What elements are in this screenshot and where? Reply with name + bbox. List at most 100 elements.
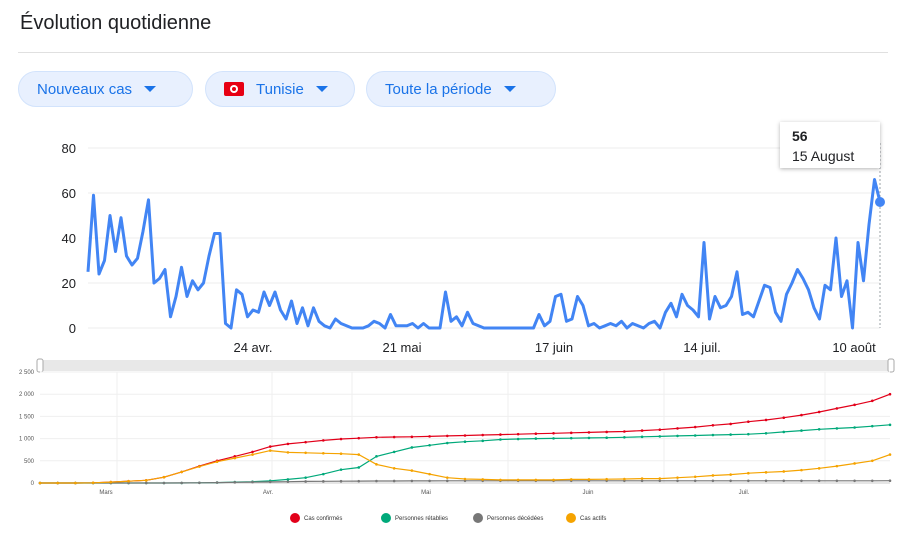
series-point <box>605 477 608 481</box>
series-point <box>268 480 272 484</box>
x-tick-label: Juil. <box>739 490 750 496</box>
series-point <box>375 435 378 439</box>
filter-period-label: Toute la période <box>385 80 492 98</box>
legend-label: Cas confirmés <box>304 516 342 522</box>
series-point <box>729 433 732 436</box>
series-point <box>764 418 768 422</box>
series-point <box>693 434 697 437</box>
filter-metric-dropdown[interactable]: Nouveaux cas <box>18 71 193 107</box>
x-tick-label: 17 juin <box>535 340 573 355</box>
series-point <box>286 451 290 454</box>
series-point <box>676 476 679 479</box>
series-point <box>463 477 467 481</box>
series-point <box>499 438 502 441</box>
series-point <box>640 429 644 432</box>
daily-cases-chart[interactable]: 0 20 40 60 80 24 avr. 21 mai 17 juin 14 juil. 10 … <box>0 120 900 360</box>
series-point <box>870 479 874 483</box>
series-point <box>162 481 166 485</box>
series-point <box>623 479 626 483</box>
series-point <box>463 440 467 444</box>
series-point <box>747 420 750 424</box>
chevron-down-icon <box>144 86 157 92</box>
series-point <box>304 451 307 455</box>
filter-period-dropdown[interactable]: Toute la période <box>366 71 556 107</box>
series-point <box>481 439 485 443</box>
series-point <box>782 430 786 434</box>
series-point <box>481 433 485 437</box>
series-point <box>853 426 856 429</box>
series-point <box>180 470 183 474</box>
series-point <box>711 474 715 477</box>
y-tick-label: 60 <box>62 186 76 201</box>
series-point <box>339 479 343 483</box>
series-point <box>215 460 219 463</box>
series-point <box>676 434 679 438</box>
filter-metric-label: Nouveaux cas <box>37 80 133 98</box>
y-tick-label: 40 <box>62 231 76 246</box>
series-point <box>693 479 697 483</box>
series-point <box>445 434 449 438</box>
x-tick-label: 10 août <box>832 340 876 355</box>
cumulative-chart[interactable]: 0 500 1 000 1 500 2 000 2 500 Mars Avr. Mai Juin J… <box>0 358 900 542</box>
series-point <box>410 435 414 439</box>
series-point <box>56 481 60 485</box>
series-point <box>711 433 715 437</box>
series-point <box>658 479 662 483</box>
series-point <box>747 479 750 483</box>
series-point <box>251 450 254 454</box>
filter-country-dropdown[interactable]: Tunisie <box>205 71 355 107</box>
series-point <box>392 450 396 454</box>
chevron-down-icon <box>315 86 328 92</box>
series-point <box>375 455 378 458</box>
series-point <box>623 477 626 481</box>
y-tick-label: 500 <box>24 459 35 465</box>
series-point <box>569 478 573 481</box>
series-point <box>357 453 361 456</box>
y-tick-label: 1 500 <box>19 414 35 420</box>
series-point <box>853 479 856 483</box>
y-tick-label: 2 000 <box>19 392 35 398</box>
range-handle-right <box>887 358 895 373</box>
series-point <box>870 399 874 403</box>
series-point <box>251 453 254 456</box>
series-point <box>835 427 839 430</box>
series-point <box>38 481 42 485</box>
series-point <box>445 441 449 445</box>
series-point <box>215 481 219 484</box>
series-point <box>286 480 290 483</box>
series-point <box>800 429 803 432</box>
series-point <box>463 479 467 483</box>
series-point <box>144 479 148 482</box>
series-point <box>676 479 679 483</box>
series-point <box>623 430 626 433</box>
series-point <box>322 439 325 442</box>
series-point <box>853 403 856 407</box>
series-point <box>127 479 130 483</box>
series-point <box>729 479 732 483</box>
series-point <box>729 422 732 426</box>
chart-tooltip: 56 15 August <box>780 122 880 168</box>
y-tick-label: 2 500 <box>19 370 35 376</box>
series-point <box>711 479 715 483</box>
series-point <box>658 435 662 438</box>
series-point <box>375 479 378 483</box>
series-point <box>357 436 361 440</box>
series-point <box>339 437 343 441</box>
series-point <box>410 469 414 472</box>
series-point <box>180 481 183 485</box>
x-tick-label: Mai <box>421 490 431 496</box>
series-point <box>534 478 538 482</box>
series-point <box>764 471 768 474</box>
filter-country-label: Tunisie <box>256 80 304 98</box>
range-selector-band <box>40 360 892 371</box>
series-point <box>764 431 768 435</box>
series-point <box>392 467 396 470</box>
series-point <box>552 478 555 482</box>
series-point <box>658 428 662 432</box>
series-point <box>428 472 431 476</box>
y-tick-label: 20 <box>62 276 76 291</box>
series-point <box>127 481 130 485</box>
legend-label: Cas actifs <box>580 516 606 522</box>
series-point <box>251 480 254 484</box>
tunisia-flag-icon <box>224 82 244 96</box>
